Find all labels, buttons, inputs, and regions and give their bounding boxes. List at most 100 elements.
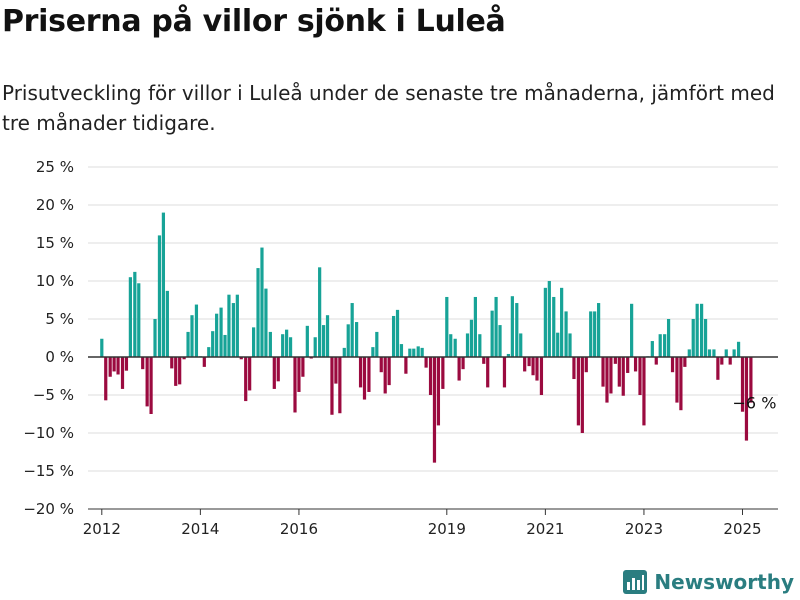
bar <box>412 348 416 357</box>
bar <box>248 357 252 391</box>
bar <box>325 315 330 357</box>
bar <box>272 357 276 389</box>
bar <box>666 319 671 357</box>
bar <box>165 290 169 357</box>
bar <box>650 341 654 357</box>
bar <box>391 315 396 357</box>
bar <box>523 357 527 372</box>
bar <box>227 294 231 357</box>
bar <box>630 303 634 357</box>
bar <box>367 357 371 392</box>
bar <box>297 357 301 392</box>
bar <box>695 303 699 357</box>
bar <box>584 357 588 373</box>
bar <box>527 357 531 367</box>
y-tick-label: 0 % <box>45 348 74 366</box>
bar <box>449 334 453 357</box>
y-tick-label: −5 % <box>33 386 74 404</box>
bar <box>432 357 437 463</box>
bar <box>515 303 519 357</box>
brand-name: Newsworthy <box>654 570 794 594</box>
bar <box>691 319 695 357</box>
bar <box>547 281 551 357</box>
x-tick-label: 2021 <box>526 520 564 538</box>
bar <box>268 331 272 357</box>
bar <box>720 357 724 365</box>
bar <box>568 333 572 357</box>
bar <box>264 288 268 357</box>
bar <box>642 357 646 426</box>
bar <box>108 357 112 377</box>
bar <box>215 313 219 357</box>
bar <box>490 310 494 357</box>
bar <box>124 357 129 371</box>
bar <box>305 325 309 357</box>
bar <box>141 357 145 370</box>
y-tick-label: −20 % <box>23 500 74 518</box>
bar <box>350 303 354 357</box>
bar <box>498 325 502 357</box>
bar <box>362 357 367 400</box>
bar <box>244 357 248 402</box>
bar <box>223 334 227 357</box>
bar <box>420 347 424 357</box>
bar <box>202 357 206 367</box>
bar <box>293 357 297 413</box>
bar <box>219 307 223 357</box>
bar <box>334 357 338 384</box>
bar <box>465 333 470 357</box>
bar <box>149 357 153 414</box>
bar <box>120 357 125 389</box>
bar <box>313 337 317 357</box>
bar <box>580 357 584 433</box>
bar <box>601 357 605 387</box>
bar <box>281 334 285 357</box>
bar <box>186 331 190 357</box>
bar <box>473 296 477 357</box>
bar <box>539 357 544 395</box>
bar <box>145 357 149 407</box>
bar <box>424 357 428 368</box>
bar <box>716 357 720 380</box>
axes <box>88 356 778 515</box>
y-tick-label: 20 % <box>36 196 74 214</box>
bar <box>231 303 235 357</box>
x-tick-label: 2014 <box>181 520 219 538</box>
x-tick-label: 2023 <box>625 520 663 538</box>
bar <box>399 344 404 357</box>
bar <box>663 334 667 357</box>
bar <box>453 338 457 357</box>
bar <box>593 311 597 357</box>
bar <box>375 331 379 357</box>
bar <box>211 331 215 357</box>
bar <box>736 341 741 357</box>
bar <box>621 357 625 396</box>
bar <box>502 357 507 388</box>
chart-subtitle: Prisutveckling för villor i Luleå under … <box>2 81 775 135</box>
annotation-label: −6 % <box>733 394 777 413</box>
y-tick-label: −15 % <box>23 462 74 480</box>
bar <box>288 337 293 357</box>
bar <box>387 357 391 386</box>
bar <box>658 334 662 357</box>
bar <box>617 357 621 387</box>
bar <box>358 357 363 388</box>
bar <box>235 294 239 357</box>
bar <box>613 357 617 364</box>
bar <box>572 357 576 380</box>
bar <box>679 357 683 411</box>
bar <box>301 357 305 377</box>
bar <box>728 357 732 365</box>
bar <box>436 357 441 426</box>
bar <box>589 311 593 357</box>
bar <box>654 357 658 365</box>
bar <box>252 327 256 357</box>
bar <box>276 357 280 382</box>
bar <box>740 357 745 412</box>
bar <box>239 357 243 360</box>
bar <box>112 357 116 372</box>
bar <box>157 235 162 357</box>
bar <box>355 322 359 357</box>
bar <box>712 349 716 357</box>
